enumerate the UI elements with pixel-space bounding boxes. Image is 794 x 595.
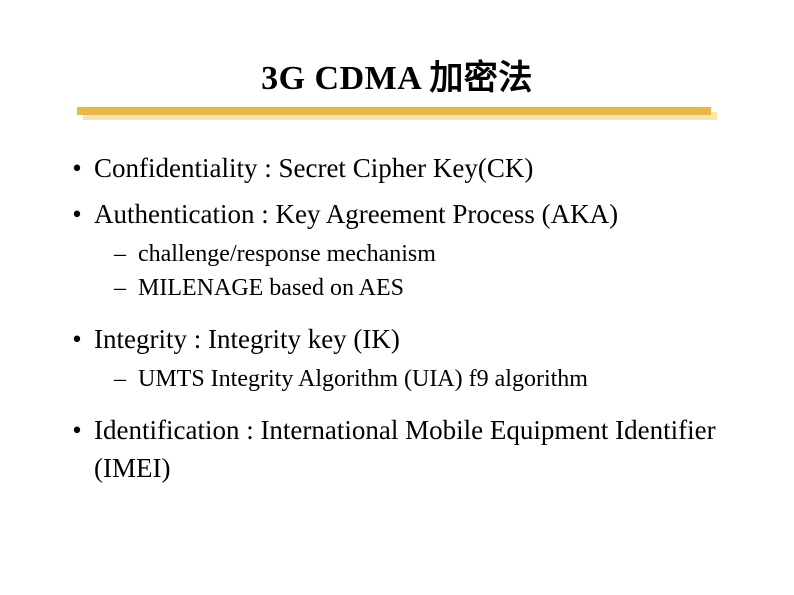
dot-icon: • bbox=[60, 411, 94, 488]
underline-main bbox=[77, 107, 711, 115]
dash-icon: – bbox=[114, 363, 138, 395]
dash-icon: – bbox=[114, 272, 138, 304]
bullet-item: • Integrity : Integrity key (IK) bbox=[60, 320, 734, 358]
sub-bullet-text: MILENAGE based on AES bbox=[138, 272, 734, 304]
bullet-text: Integrity : Integrity key (IK) bbox=[94, 320, 734, 358]
dot-icon: • bbox=[60, 149, 94, 187]
bullet-text: Identification : International Mobile Eq… bbox=[94, 411, 734, 488]
dash-icon: – bbox=[114, 238, 138, 270]
sub-bullet-text: UMTS Integrity Algorithm (UIA) f9 algori… bbox=[138, 363, 734, 395]
bullet-item: • Identification : International Mobile … bbox=[60, 411, 734, 488]
dot-icon: • bbox=[60, 195, 94, 233]
slide: 3G CDMA 加密法 • Confidentiality : Secret C… bbox=[0, 0, 794, 595]
bullet-item: • Confidentiality : Secret Cipher Key(CK… bbox=[60, 149, 734, 187]
sub-bullet-text: challenge/response mechanism bbox=[138, 238, 734, 270]
bullet-item: • Authentication : Key Agreement Process… bbox=[60, 195, 734, 233]
sub-bullet-item: – UMTS Integrity Algorithm (UIA) f9 algo… bbox=[114, 363, 734, 395]
dot-icon: • bbox=[60, 320, 94, 358]
bullet-text: Authentication : Key Agreement Process (… bbox=[94, 195, 734, 233]
title-underline bbox=[60, 107, 734, 121]
content-body: • Confidentiality : Secret Cipher Key(CK… bbox=[60, 149, 734, 488]
slide-title: 3G CDMA 加密法 bbox=[60, 50, 734, 99]
sub-bullet-item: – MILENAGE based on AES bbox=[114, 272, 734, 304]
bullet-text: Confidentiality : Secret Cipher Key(CK) bbox=[94, 149, 734, 187]
sub-bullet-item: – challenge/response mechanism bbox=[114, 238, 734, 270]
